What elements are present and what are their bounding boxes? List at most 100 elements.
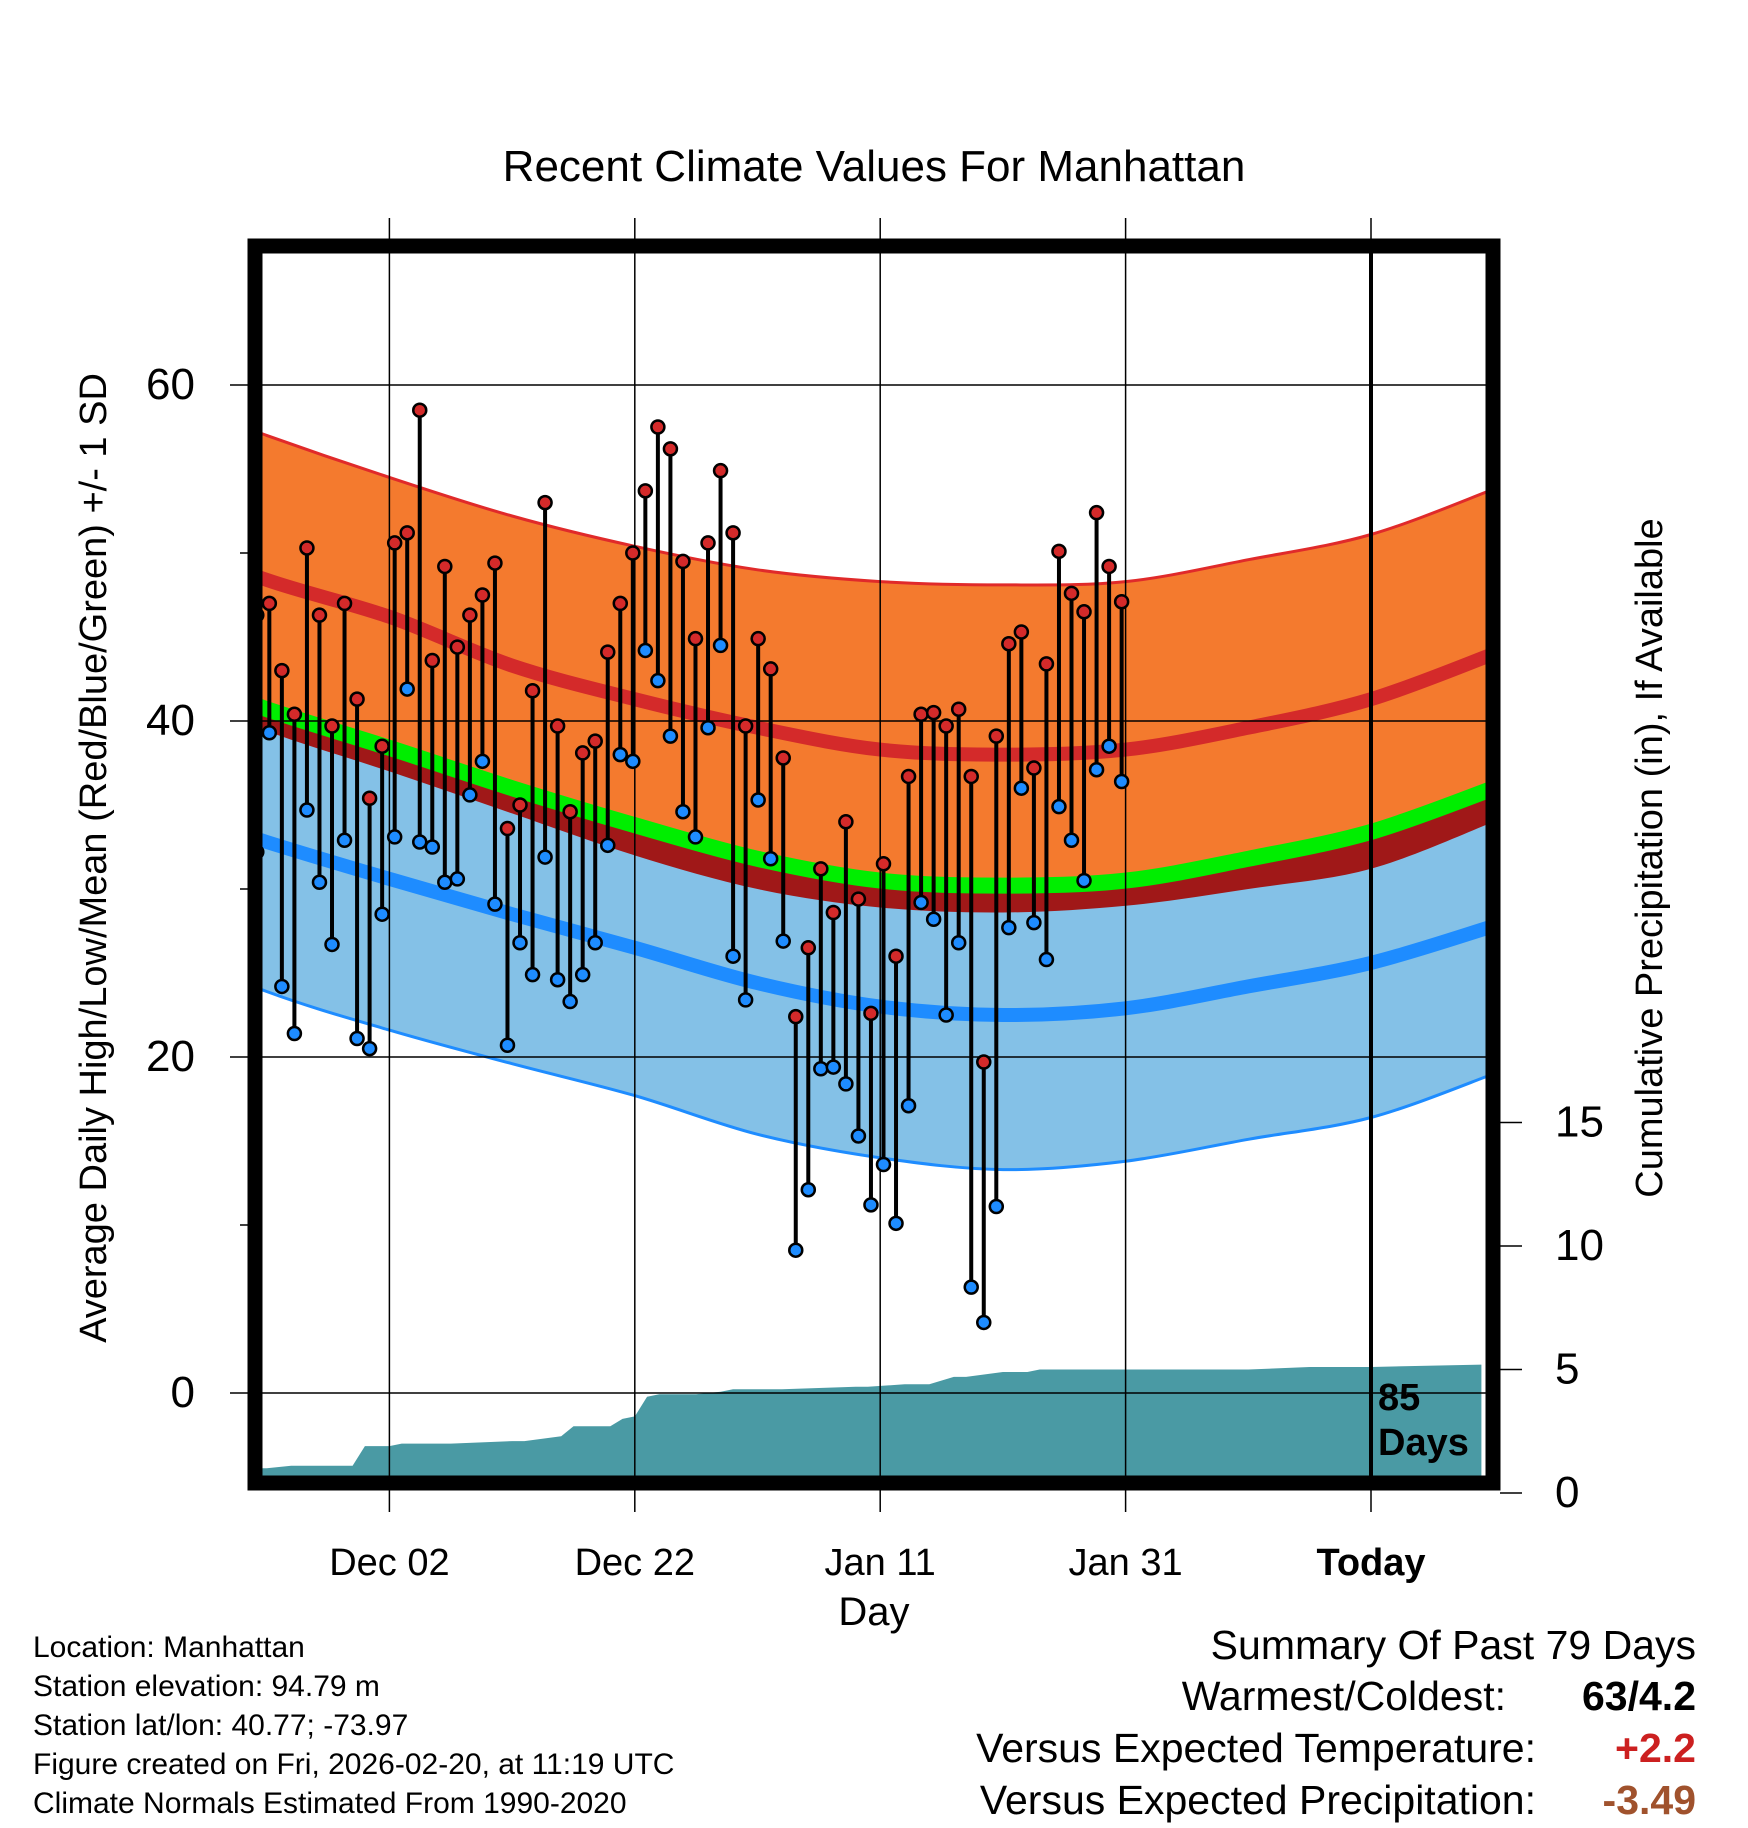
daily-low-point: [650, 672, 666, 689]
daily-high-point: [813, 861, 829, 877]
daily-high-point: [888, 948, 904, 964]
y-tick-label: 60: [146, 360, 195, 409]
x-tick-label: Today: [1316, 1542, 1425, 1584]
daily-low-point: [299, 802, 315, 818]
x-tick-label: Dec 22: [575, 1542, 695, 1584]
daily-low-point: [361, 1040, 378, 1057]
daily-low-point: [225, 960, 238, 973]
mean-sd-band: [262, 707, 1486, 913]
low-sd-lower-line: [262, 988, 1486, 1172]
daily-low-point: [587, 935, 603, 951]
normals-note: Climate Normals Estimated From 1990-2020: [33, 1787, 627, 1820]
elevation-text: Station elevation: 94.79 m: [33, 1670, 380, 1703]
daily-high-point: [1088, 504, 1105, 521]
today-days-count: 85: [1378, 1377, 1420, 1419]
daily-low-point: [813, 1061, 829, 1077]
station-info: Location: Manhattan Station elevation: 9…: [33, 1628, 674, 1823]
plot-area: [138, 242, 1486, 1483]
daily-high-point: [1038, 656, 1055, 672]
daily-high-point: [399, 525, 415, 541]
precip-value: -3.49: [1602, 1777, 1696, 1823]
daily-low-point: [474, 753, 491, 770]
high-sd-band: [262, 433, 1486, 886]
daily-low-point: [1076, 872, 1092, 889]
daily-low-point: [737, 992, 754, 1008]
summary-precip-row: Versus Expected Precipitation: -3.49: [976, 1774, 1696, 1826]
daily-high-point: [487, 555, 503, 571]
daily-high-point: [562, 803, 578, 820]
daily-high-point: [188, 328, 201, 341]
daily-low-point: [925, 911, 942, 927]
created-text: Figure created on Fri, 2026-02-20, at 11…: [33, 1748, 675, 1781]
daily-low-point: [374, 906, 390, 922]
y-tick-label: 20: [146, 1032, 195, 1081]
high-sd-upper-line: [262, 432, 1486, 587]
daily-high-point: [512, 797, 528, 813]
daily-high-point: [361, 790, 378, 807]
daily-high-point: [938, 718, 954, 734]
daily-high-point: [875, 856, 892, 872]
plot-frame: [247, 238, 1501, 1491]
daily-high-point: [549, 718, 566, 734]
daily-high-point: [1051, 543, 1067, 560]
y-tick-label: 0: [171, 1368, 195, 1417]
daily-low-point: [286, 1025, 303, 1042]
daily-high-point: [775, 750, 791, 766]
daily-high-point: [637, 483, 654, 499]
daily-low-point: [712, 637, 729, 654]
daily-high-point: [788, 1008, 804, 1025]
daily-low-point: [549, 971, 566, 988]
daily-high-point: [1113, 593, 1130, 610]
daily-low-point: [163, 625, 176, 638]
daily-low-point: [562, 993, 578, 1010]
daily-high-point: [311, 607, 328, 623]
daily-high-point: [1013, 624, 1030, 640]
daily-low-point: [1063, 832, 1080, 849]
daily-low-point: [838, 1076, 854, 1092]
daily-low-point: [524, 966, 541, 983]
daily-low-point: [662, 728, 679, 744]
daily-low-point: [512, 935, 528, 951]
daily-high-point: [274, 662, 290, 679]
daily-low-point: [612, 746, 629, 763]
daily-low-point: [1113, 773, 1130, 790]
daily-high-point: [499, 820, 516, 837]
daily-low-point: [1101, 738, 1117, 754]
daily-high-point: [524, 683, 541, 699]
daily-high-point: [612, 595, 629, 612]
daily-high-point: [1026, 760, 1042, 776]
daily-low-point: [349, 1030, 365, 1047]
daily-low-point: [537, 849, 553, 865]
daily-low-point: [1051, 798, 1067, 815]
warmest-label: Warmest/Coldest:: [1181, 1673, 1506, 1719]
daily-low-point: [788, 1242, 804, 1258]
daily-high-point: [336, 595, 353, 612]
daily-low-point: [938, 1007, 954, 1023]
temp-value: +2.2: [1615, 1725, 1696, 1771]
daily-high-point: [675, 553, 691, 570]
daily-low-point: [138, 667, 151, 680]
daily-high-point: [913, 706, 929, 723]
daily-low-point: [625, 753, 641, 770]
daily-high-point: [950, 701, 967, 717]
daily-low-point: [875, 1156, 892, 1173]
location-text: Location: Manhattan: [33, 1631, 305, 1664]
daily-low-point: [1088, 761, 1105, 778]
daily-high-point: [662, 441, 679, 457]
daily-high-point: [600, 644, 616, 660]
daily-high-point: [374, 738, 390, 754]
summary-warmest-row: Warmest/Coldest: 63/4.2: [976, 1670, 1696, 1722]
x-axis-label: Day: [838, 1590, 909, 1634]
daily-high-point: [976, 1054, 992, 1070]
daily-high-point: [411, 402, 428, 418]
daily-low-point: [574, 966, 591, 983]
daily-high-point: [925, 704, 942, 721]
daily-low-point: [637, 642, 654, 659]
daily-low-point: [963, 1279, 979, 1295]
daily-low-point: [900, 1097, 917, 1114]
daily-high-point: [225, 656, 238, 669]
daily-low-point: [437, 874, 453, 891]
daily-low-point: [324, 936, 340, 953]
daily-high-point: [349, 691, 365, 707]
x-tick-label: Jan 11: [825, 1542, 936, 1584]
